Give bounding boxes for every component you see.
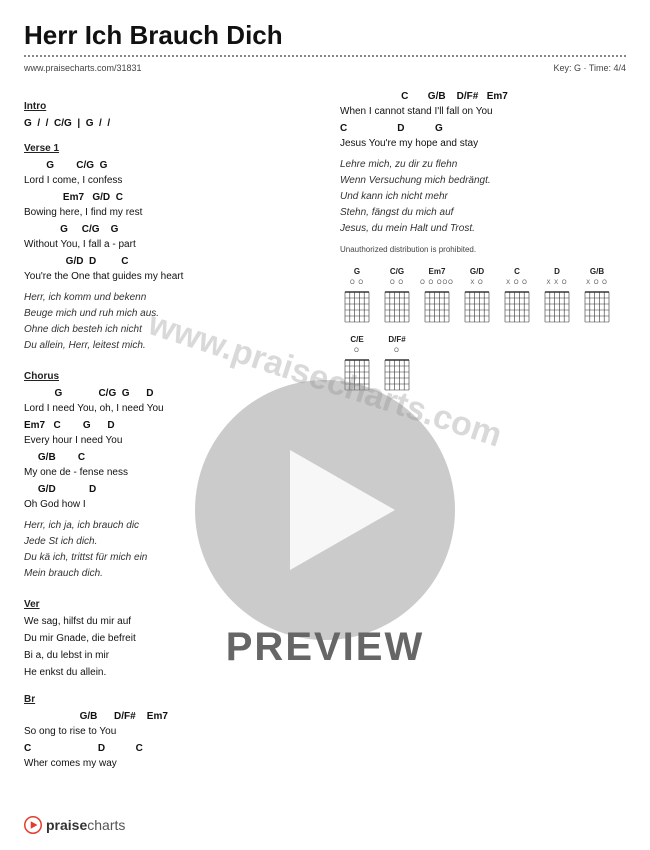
lyric-line: You're the One that guides my heart (24, 269, 310, 284)
chord-line: C G/B D/F# Em7 (340, 89, 626, 104)
chord-line: C D C (24, 741, 310, 756)
chord-line: G / / C/G | G / / (24, 116, 310, 131)
lyric-line: Without You, I fall a - part (24, 237, 310, 252)
lyric-line: So ong to rise to You (24, 724, 310, 739)
chord-diagram: G/BX O O (580, 266, 614, 324)
chord-line: G/D D C (24, 254, 310, 269)
lyric-line: Bowing here, I find my rest (24, 205, 310, 220)
lyric-line: Lord I come, I confess (24, 173, 310, 188)
translation-block: Herr, ich komm und bekennBeuge mich und … (24, 290, 310, 353)
chord-diagram: CX O O (500, 266, 534, 324)
section-label: Ver (24, 597, 40, 612)
footer: praisecharts (24, 816, 125, 834)
meta-row: www.praisecharts.com/31831 Key: G · Time… (24, 63, 626, 73)
key-time: Key: G · Time: 4/4 (553, 63, 626, 73)
page-title: Herr Ich Brauch Dich (24, 20, 626, 51)
lyric-line: Jesus You're my hope and stay (340, 136, 626, 151)
preview-label: PREVIEW (185, 625, 465, 670)
chord-line: G C/G G (24, 158, 310, 173)
preview-overlay: PREVIEW (185, 370, 465, 670)
chord-line: C D G (340, 121, 626, 136)
chord-line: G C/G G (24, 222, 310, 237)
chord-diagram: GO O (340, 266, 374, 324)
copyright-note: Unauthorized distribution is prohibited. (340, 244, 626, 256)
chord-diagram: Em7O O OOO (420, 266, 454, 324)
play-icon (185, 370, 465, 650)
play-logo-icon (24, 816, 42, 834)
chord-line: Em7 G/D C (24, 190, 310, 205)
source-url: www.praisecharts.com/31831 (24, 63, 142, 73)
chord-diagram: DX X O (540, 266, 574, 324)
section-label: Chorus (24, 369, 59, 384)
section-label: Verse 1 (24, 141, 59, 156)
section-label: Intro (24, 99, 46, 114)
title-divider (24, 55, 626, 57)
translation-block: Lehre mich, zu dir zu flehnWenn Versuchu… (340, 157, 626, 236)
footer-brand: praisecharts (46, 817, 125, 833)
chord-diagram-row: GO OC/GO OEm7O O OOOG/DX OCX O ODX X OG/… (340, 266, 626, 324)
lyric-line: When I cannot stand I'll fall on You (340, 104, 626, 119)
lyric-line: Wher comes my way (24, 756, 310, 771)
chord-line: G/B D/F# Em7 (24, 709, 310, 724)
chord-diagram: G/DX O (460, 266, 494, 324)
section-label: Br (24, 692, 35, 707)
chord-diagram: C/GO O (380, 266, 414, 324)
